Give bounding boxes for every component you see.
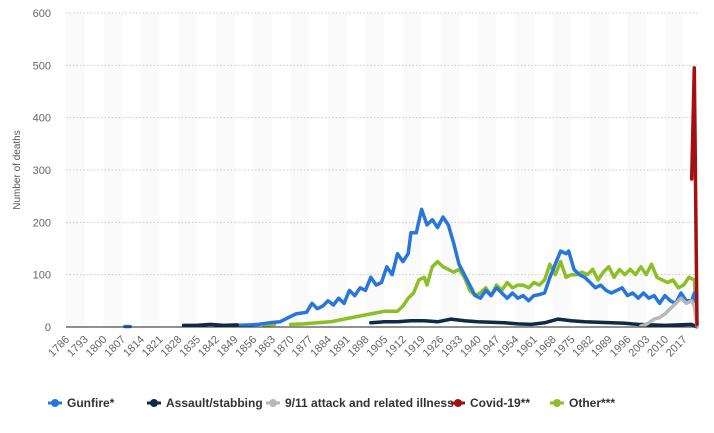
y-tick-label: 400: [33, 113, 51, 125]
y-tick-label: 0: [45, 322, 51, 334]
y-tick-label: 600: [33, 8, 51, 20]
legend-marker-dot: [553, 399, 561, 407]
background-band: [215, 13, 235, 327]
series-line-1: [181, 317, 699, 329]
background-band: [328, 13, 347, 327]
background-band: [664, 13, 684, 327]
series-line-3: [689, 66, 699, 327]
x-axis-ticks: 1786179318001807181418211828183518421849…: [46, 334, 689, 360]
x-tick-label: 2017: [664, 334, 690, 360]
legend-label: 9/11 attack and related illness: [285, 396, 454, 410]
y-axis-label: Number of deaths: [12, 130, 23, 210]
background-band: [178, 13, 198, 327]
y-tick-label: 500: [33, 60, 51, 72]
background-band: [66, 13, 85, 327]
legend-marker-dot: [51, 399, 59, 407]
legend-marker-dot: [269, 399, 277, 407]
y-tick-label: 200: [33, 217, 51, 229]
legend-item: Gunfire*: [48, 396, 115, 410]
y-tick-label: 100: [33, 270, 51, 282]
legend-label: Gunfire*: [67, 396, 115, 410]
background-band: [440, 13, 460, 327]
legend: Gunfire* Assault/stabbing 9/11 attack and …: [48, 396, 615, 410]
legend-label: Covid-19**: [470, 396, 530, 410]
y-tick-label: 300: [33, 165, 51, 177]
legend-item: 9/11 attack and related illness: [266, 396, 454, 410]
background-band: [290, 13, 310, 327]
legend-marker-dot: [454, 399, 462, 407]
legend-item: Other***: [550, 396, 615, 410]
legend-item: Covid-19**: [451, 396, 530, 410]
legend-marker-dot: [150, 399, 158, 407]
series-line-2: [639, 296, 699, 329]
legend-label: Other***: [569, 396, 615, 410]
y-axis-ticks: 0 100 200 300 400 500 600: [33, 8, 51, 334]
gridlines: [66, 12, 697, 276]
legend-label: Assault/stabbing: [166, 396, 263, 410]
legend-item: Assault/stabbing: [147, 396, 263, 410]
background-band: [552, 13, 572, 327]
